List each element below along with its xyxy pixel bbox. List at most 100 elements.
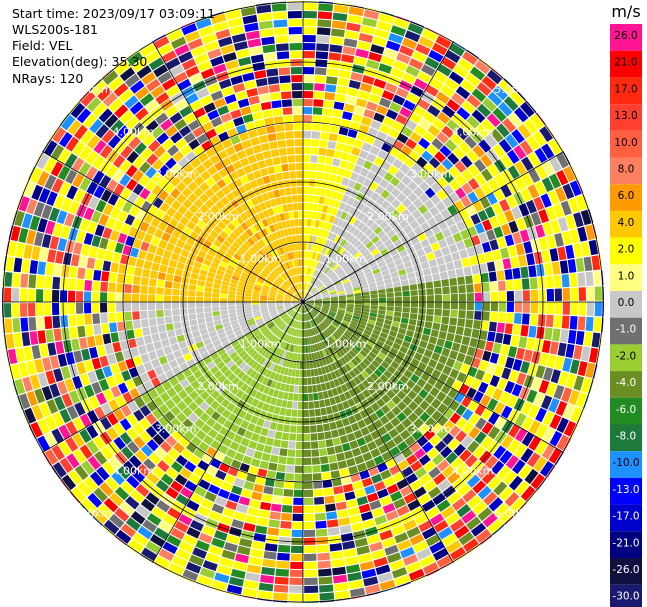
gate (456, 463, 470, 476)
gate (134, 328, 143, 338)
gate (267, 166, 276, 175)
gate (296, 179, 303, 187)
gate (216, 210, 226, 220)
gate (100, 313, 109, 324)
gate (247, 189, 256, 199)
gate (314, 303, 322, 305)
gate (162, 541, 178, 555)
gate (214, 319, 222, 326)
gate (456, 220, 467, 232)
gate (383, 476, 396, 488)
gate (282, 237, 288, 245)
gate (292, 99, 303, 107)
gate (330, 292, 338, 297)
gate (333, 378, 341, 387)
gate (305, 283, 308, 291)
gate (220, 112, 232, 123)
gate (293, 211, 299, 219)
gate (449, 224, 459, 235)
gate (217, 248, 226, 256)
gate (418, 302, 427, 308)
gate (341, 276, 349, 282)
gate (140, 294, 148, 302)
gate (338, 299, 346, 302)
gate (37, 330, 47, 344)
gate (586, 302, 594, 317)
gate (279, 322, 286, 330)
gate (370, 86, 384, 97)
gate (455, 85, 471, 100)
gate (352, 283, 360, 289)
gate (512, 267, 521, 279)
gate (311, 449, 320, 457)
gate (95, 199, 107, 213)
gate (342, 241, 350, 249)
gate (279, 229, 286, 238)
gate (373, 226, 383, 235)
gate (224, 325, 233, 332)
gate (387, 352, 396, 360)
gate (311, 139, 320, 147)
gate (385, 153, 396, 165)
gate (383, 48, 398, 59)
gate (297, 345, 301, 353)
gate (180, 283, 189, 290)
gate (250, 415, 259, 425)
gate (120, 446, 134, 460)
gate (282, 324, 288, 332)
gate (129, 101, 144, 115)
gate (306, 321, 309, 329)
gate (202, 560, 218, 572)
gate (93, 185, 106, 199)
gate (318, 313, 325, 319)
gate (312, 308, 319, 314)
gate (301, 283, 303, 291)
gate (237, 409, 247, 419)
gate (295, 369, 300, 377)
gate (118, 330, 127, 341)
gate (96, 345, 106, 357)
gate (349, 121, 361, 131)
gate (192, 126, 205, 138)
gate (246, 334, 255, 342)
gate (60, 302, 68, 315)
gate (310, 268, 314, 276)
gate (577, 361, 588, 377)
gate (190, 349, 200, 358)
gate (422, 131, 436, 143)
gate (273, 347, 280, 355)
gate (237, 284, 245, 290)
gate (304, 569, 318, 577)
gate (4, 287, 12, 302)
gate (445, 357, 456, 368)
gate (108, 312, 117, 323)
gate (218, 168, 229, 178)
gate (367, 319, 376, 325)
gate (298, 291, 302, 299)
gate (221, 216, 231, 226)
gate (64, 378, 76, 392)
gate (179, 296, 188, 302)
gate (274, 27, 288, 36)
gate (250, 103, 262, 113)
gate (265, 226, 272, 235)
gate (534, 147, 548, 163)
gate (166, 387, 177, 398)
gate (195, 429, 207, 441)
gate (132, 355, 143, 367)
gate (192, 547, 207, 559)
gate (310, 155, 318, 163)
gate (317, 262, 323, 270)
gate (473, 445, 486, 459)
gate (309, 417, 316, 425)
gate (113, 82, 129, 97)
gate (338, 517, 351, 527)
gate (165, 323, 174, 331)
gate (155, 92, 170, 105)
gate (272, 108, 283, 117)
gate (210, 400, 220, 411)
gate (182, 406, 193, 418)
gate (255, 525, 268, 535)
gate (267, 207, 275, 217)
gate (260, 427, 269, 437)
